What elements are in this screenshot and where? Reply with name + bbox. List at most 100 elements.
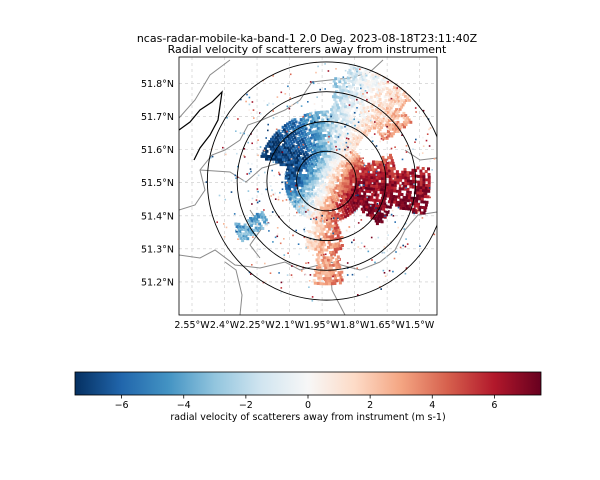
velocity-cell	[342, 197, 345, 201]
velocity-cell	[335, 279, 339, 283]
velocity-speckle-cell	[274, 198, 277, 200]
velocity-cell	[343, 166, 346, 170]
velocity-cell	[312, 185, 315, 189]
velocity-speckle-cell	[360, 87, 362, 90]
velocity-speckle-cell	[284, 173, 287, 176]
velocity-speckle-cell	[398, 253, 401, 255]
velocity-cell	[399, 101, 403, 105]
velocity-cell	[288, 163, 291, 167]
velocity-speckle-cell	[431, 169, 433, 171]
velocity-cell	[354, 119, 357, 123]
velocity-speckle-cell	[271, 189, 273, 191]
velocity-cell	[410, 207, 414, 211]
velocity-cell	[379, 80, 383, 84]
velocity-cell	[394, 195, 398, 199]
velocity-cell	[359, 66, 363, 70]
velocity-cell	[316, 121, 320, 125]
velocity-speckle-cell	[384, 275, 387, 277]
velocity-cell	[369, 107, 372, 111]
velocity-cell	[417, 174, 421, 178]
velocity-cell	[329, 195, 333, 199]
velocity-cell	[320, 128, 324, 132]
velocity-cell	[315, 229, 319, 233]
velocity-cell	[335, 163, 339, 167]
velocity-speckle-cell	[324, 253, 327, 256]
velocity-speckle-cell	[359, 84, 362, 86]
velocity-cell	[366, 121, 370, 125]
velocity-cell	[304, 150, 308, 154]
velocity-cell	[364, 119, 368, 123]
velocity-cell	[373, 176, 376, 180]
velocity-cell	[317, 213, 321, 217]
velocity-speckle-cell	[256, 223, 259, 225]
velocity-cell	[412, 208, 416, 211]
velocity-cell	[366, 203, 370, 207]
velocity-cell	[365, 181, 369, 185]
velocity-speckle-cell	[291, 118, 294, 120]
velocity-cell	[328, 139, 332, 143]
velocity-cell	[310, 120, 314, 124]
velocity-cell	[413, 191, 417, 195]
velocity-speckle-cell	[243, 148, 246, 150]
velocity-cell	[337, 164, 341, 168]
velocity-cell	[330, 160, 334, 164]
velocity-speckle-cell	[428, 187, 431, 189]
velocity-cell	[351, 74, 354, 78]
velocity-cell	[357, 175, 361, 179]
velocity-cell	[334, 276, 337, 280]
velocity-speckle-cell	[403, 228, 406, 230]
velocity-speckle-cell	[225, 226, 228, 229]
velocity-cell	[395, 97, 399, 101]
velocity-cell	[427, 178, 431, 182]
velocity-cell	[406, 120, 410, 124]
velocity-cell	[323, 157, 327, 161]
velocity-cell	[353, 75, 357, 79]
velocity-cell	[333, 197, 336, 201]
velocity-cell	[311, 158, 315, 162]
velocity-cell	[331, 256, 335, 260]
velocity-cell	[292, 151, 296, 155]
velocity-cell	[309, 125, 313, 129]
velocity-cell	[323, 152, 327, 156]
velocity-speckle-cell	[324, 63, 326, 65]
velocity-cell	[367, 162, 371, 166]
velocity-speckle-cell	[343, 275, 345, 278]
velocity-cell	[401, 187, 405, 191]
velocity-cell	[323, 279, 327, 283]
velocity-cell	[403, 187, 407, 191]
velocity-cell	[393, 130, 397, 133]
velocity-cell	[424, 203, 428, 207]
velocity-cell	[278, 152, 282, 156]
velocity-cell	[307, 200, 311, 204]
velocity-cell	[253, 215, 257, 219]
velocity-cell	[315, 271, 319, 275]
velocity-cell	[243, 223, 247, 227]
velocity-cell	[318, 181, 322, 185]
velocity-cell	[345, 171, 349, 175]
velocity-cell	[287, 181, 291, 185]
velocity-cell	[343, 86, 347, 90]
velocity-cell	[340, 96, 344, 100]
velocity-cell	[357, 183, 361, 187]
velocity-cell	[315, 135, 318, 138]
velocity-cell	[316, 176, 320, 180]
velocity-cell	[330, 166, 334, 170]
velocity-speckle-cell	[363, 164, 366, 167]
velocity-cell	[280, 155, 284, 159]
velocity-cell	[391, 180, 395, 184]
velocity-cell	[397, 99, 401, 103]
velocity-cell	[336, 157, 339, 161]
velocity-cell	[381, 155, 385, 159]
velocity-speckle-cell	[281, 188, 284, 190]
velocity-cell	[383, 101, 387, 105]
velocity-cell	[373, 100, 377, 104]
velocity-cell	[342, 112, 346, 116]
velocity-cell	[349, 101, 353, 105]
velocity-cell	[286, 150, 290, 154]
velocity-cell	[295, 198, 298, 202]
velocity-cell	[378, 117, 382, 121]
velocity-speckle-cell	[317, 65, 319, 68]
velocity-cell	[398, 201, 402, 205]
velocity-speckle-cell	[290, 190, 292, 193]
velocity-speckle-cell	[252, 109, 255, 111]
